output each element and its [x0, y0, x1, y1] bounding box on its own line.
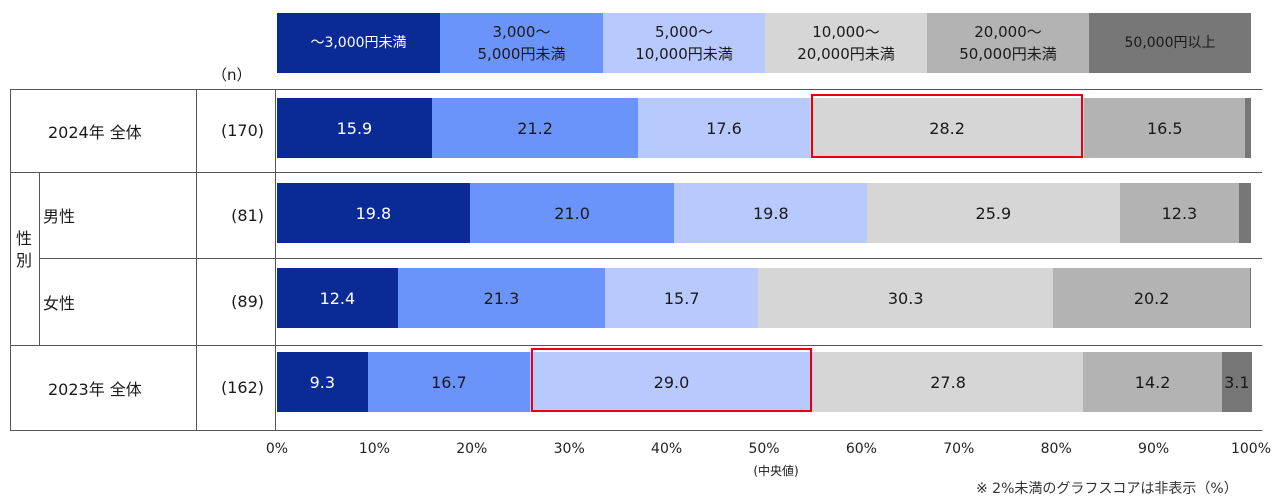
legend-item-2: 5,000～ 10,000円未満 — [603, 13, 765, 73]
bar-segment — [431, 98, 639, 158]
x-tick-label: 100% — [1230, 441, 1272, 457]
grid-hline-inner — [39, 258, 1262, 259]
bar-segment — [809, 98, 1085, 158]
bar-segment — [605, 268, 759, 328]
legend-label-line2: 5,000円未満 — [477, 45, 566, 63]
bar-segment — [277, 98, 432, 158]
grid-hline-0 — [10, 89, 1262, 90]
highlight-box — [810, 94, 1084, 158]
bar-segment — [1250, 268, 1251, 328]
bar-segment — [277, 268, 398, 328]
grid-vline-left — [10, 89, 11, 431]
data-label: 21.0 — [554, 203, 590, 223]
data-label: 19.8 — [355, 203, 392, 223]
grid-hline-1 — [10, 172, 1262, 173]
row-label: 2024年 全体 — [48, 122, 142, 142]
data-label: 16.7 — [431, 372, 467, 392]
legend-label-line1: 5,000～ — [655, 23, 713, 41]
data-label: 17.6 — [706, 118, 742, 138]
bar-segment — [1084, 98, 1246, 158]
group-label-gender: 性 別 — [15, 229, 32, 270]
data-label: 20.2 — [1133, 288, 1170, 308]
data-label: 30.3 — [887, 288, 924, 308]
data-label: 12.4 — [319, 288, 356, 308]
bar-segment — [674, 183, 868, 243]
grid-vline-label — [196, 89, 197, 431]
row-n: (89) — [231, 292, 264, 311]
legend-item-4: 20,000～ 50,000円未満 — [927, 13, 1089, 73]
row-label: 男性 — [43, 207, 76, 226]
bar-segment — [812, 352, 1084, 412]
bar-segment — [277, 183, 470, 243]
legend-item-1: 3,000～ 5,000円未満 — [440, 13, 603, 73]
bar-segment — [867, 183, 1120, 243]
grid-hline-2 — [10, 345, 1262, 346]
data-label: 16.5 — [1146, 118, 1183, 138]
x-tick-label: 30% — [553, 441, 585, 457]
x-tick-label: 80% — [1040, 441, 1072, 457]
x-tick-label: 60% — [845, 441, 877, 457]
legend-label-line1: 50,000円以上 — [1124, 35, 1216, 51]
footnote: ※ 2%未満のグラフスコアは非表示（%） — [976, 481, 1238, 497]
x-tick-label: 50% — [748, 441, 780, 457]
data-label: 21.2 — [517, 118, 553, 138]
x-tick-label: 70% — [943, 441, 975, 457]
data-label: 27.8 — [930, 372, 966, 392]
data-label: 19.8 — [753, 203, 789, 223]
grid-vline-axis — [275, 89, 276, 431]
bar-segment — [397, 268, 606, 328]
legend-label-line1: ～3,000円未満 — [310, 35, 407, 51]
bar-segment — [1083, 352, 1222, 412]
x-tick-label: 90% — [1138, 441, 1170, 457]
data-label: 14.2 — [1134, 372, 1171, 392]
bar-segment — [1221, 352, 1252, 412]
data-label: 15.7 — [663, 288, 700, 308]
data-label: 21.3 — [483, 288, 520, 308]
x-tick-label: 10% — [358, 441, 390, 457]
data-label: 9.3 — [309, 372, 336, 392]
grid-vline-group — [39, 172, 40, 345]
highlight-box — [531, 348, 812, 412]
data-label: 28.2 — [929, 118, 965, 138]
x-tick-label: 20% — [456, 441, 488, 457]
row-label: 女性 — [43, 293, 76, 313]
row-label: 2023年 全体 — [48, 379, 142, 399]
bar-segment — [1053, 268, 1250, 328]
legend-label-line1: 20,000～ — [974, 23, 1042, 41]
legend-label-line1: 3,000～ — [492, 23, 551, 41]
bar-segment — [530, 352, 813, 412]
legend-item-5: 50,000円以上 — [1089, 13, 1251, 73]
bar-segment — [1239, 183, 1251, 243]
data-label: 15.9 — [336, 118, 373, 138]
data-label: 25.9 — [975, 203, 1012, 223]
bar-segment — [758, 268, 1054, 328]
legend-label-line1: 10,000～ — [812, 23, 880, 41]
grid-hline-3 — [10, 430, 1262, 431]
bar-segment — [1119, 183, 1240, 243]
x-tick-label: 40% — [651, 441, 683, 457]
legend-label-line2: 20,000円未満 — [797, 45, 895, 63]
bar-segment — [367, 352, 531, 412]
bar-segment — [638, 98, 810, 158]
legend-label-line2: 50,000円未満 — [959, 45, 1057, 63]
x-tick-label: 0% — [265, 441, 289, 457]
row-n: (170) — [220, 121, 264, 140]
data-label: 3.1 — [1224, 372, 1250, 392]
axis-median-label: (中央値) — [753, 464, 799, 478]
bar-segment — [277, 352, 368, 412]
row-n: (162) — [220, 378, 264, 397]
row-n: (81) — [231, 205, 264, 225]
legend-item-3: 10,000～ 20,000円未満 — [765, 13, 927, 73]
data-label: 12.3 — [1161, 203, 1198, 223]
bar-segment — [469, 183, 675, 243]
data-label: 29.0 — [653, 372, 690, 392]
bar-segment — [1245, 98, 1251, 158]
n-header: （n） — [212, 66, 252, 84]
legend-item-0: ～3,000円未満 — [277, 13, 440, 73]
legend-label-line2: 10,000円未満 — [635, 45, 733, 63]
